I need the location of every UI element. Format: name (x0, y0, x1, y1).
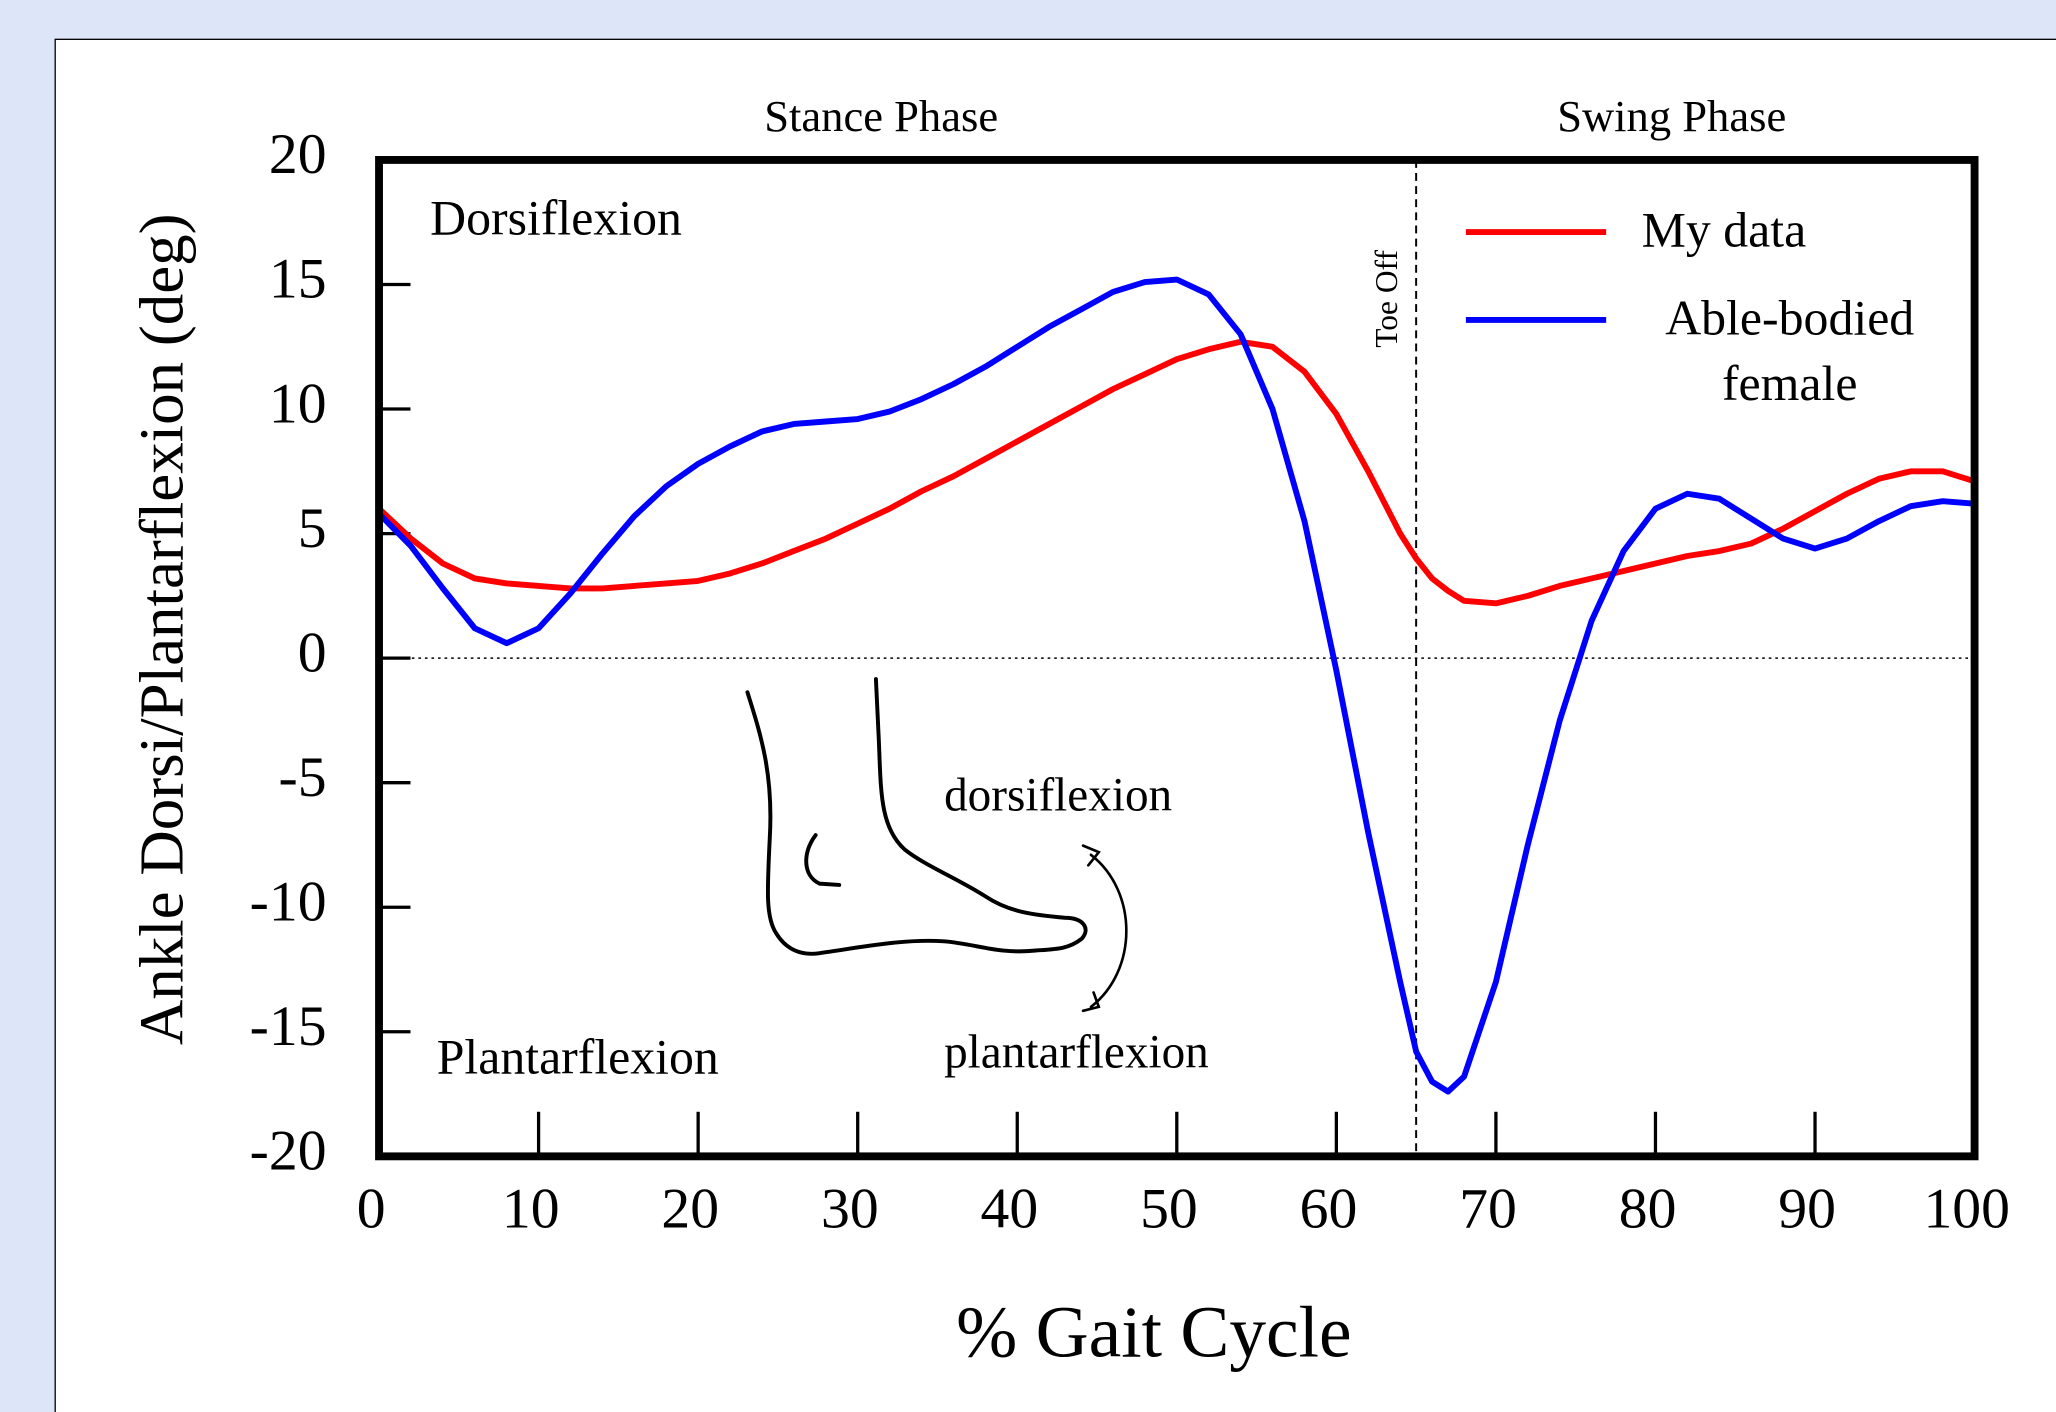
y-tick-label: 20 (269, 123, 327, 186)
toe-off-label: Toe Off (1369, 250, 1404, 348)
foot-label: dorsiflexion (944, 770, 1172, 822)
x-tick-label: 60 (1300, 1177, 1358, 1240)
y-tick-label: 5 (298, 497, 327, 560)
legend-entry: Able-bodied female (1665, 291, 1915, 412)
data-line (376, 276, 1975, 1095)
x-tick-label: 40 (981, 1177, 1039, 1240)
y-tick-label: 0 (298, 621, 327, 684)
phase-label: Swing Phase (1557, 91, 1786, 141)
y-tick-label: 10 (269, 372, 327, 435)
data-line (377, 338, 1976, 607)
y-tick-label: -10 (250, 870, 327, 933)
legend-entry: My data (1641, 203, 1807, 259)
x-tick-label: 10 (502, 1177, 560, 1240)
y-tick-label: 15 (269, 248, 327, 311)
y-tick-label: -5 (279, 746, 327, 809)
plot-area (375, 156, 1979, 1161)
legend-label: My data (1641, 203, 1807, 259)
y-axis-title: Ankle Dorsi/Plantarflexion (deg) (126, 213, 196, 1045)
x-tick-label: 30 (821, 1177, 879, 1240)
x-axis-title: % Gait Cycle (956, 1292, 1351, 1373)
legend-label: Able-bodied female (1665, 291, 1915, 412)
panel (54, 38, 2056, 1412)
region-label: Plantarflexion (437, 1029, 719, 1084)
y-tick-label: -20 (250, 1120, 327, 1183)
region-label: Dorsiflexion (430, 190, 682, 245)
y-tick-label: -15 (250, 995, 327, 1058)
foot-sketch (745, 677, 1128, 1013)
x-tick-label: 0 (357, 1177, 386, 1240)
foot-label: plantarflexion (944, 1027, 1209, 1079)
x-tick-label: 20 (661, 1177, 719, 1240)
plot-frame (375, 156, 1979, 1161)
x-tick-label: 50 (1140, 1177, 1198, 1240)
x-tick-label: 70 (1459, 1177, 1517, 1240)
x-tick-label: 100 (1923, 1177, 2010, 1240)
x-tick-label: 80 (1619, 1177, 1677, 1240)
phase-label: Stance Phase (764, 91, 998, 141)
x-tick-label: 90 (1778, 1177, 1836, 1240)
